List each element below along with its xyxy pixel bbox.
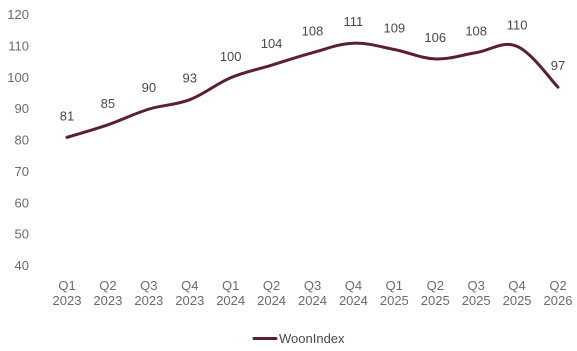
x-tick-label-quarter: Q2 <box>549 278 566 293</box>
data-label: 85 <box>101 96 115 111</box>
x-tick-label-quarter: Q2 <box>99 278 116 293</box>
x-tick-label-quarter: Q1 <box>58 278 75 293</box>
y-tick-label: 40 <box>15 258 29 273</box>
series-group <box>65 41 560 139</box>
data-label: 108 <box>302 24 324 39</box>
x-tick-label-year: 2025 <box>380 293 409 308</box>
x-tick-label-year: 2024 <box>216 293 245 308</box>
data-label: 110 <box>507 17 528 32</box>
x-tick-label-year: 2025 <box>503 293 532 308</box>
data-label: 104 <box>261 36 283 51</box>
x-tick-label-year: 2023 <box>175 293 204 308</box>
x-tick-label-quarter: Q1 <box>386 278 403 293</box>
y-tick-label: 110 <box>8 38 29 53</box>
data-label: 81 <box>60 108 74 123</box>
data-label: 109 <box>383 21 405 36</box>
x-tick-label-quarter: Q4 <box>181 278 198 293</box>
woonindex-line <box>65 41 560 139</box>
x-tick-label-year: 2023 <box>53 293 82 308</box>
x-axis: Q12023Q22023Q32023Q42023Q12024Q22024Q320… <box>53 278 573 308</box>
x-tick-label-year: 2025 <box>462 293 491 308</box>
x-tick-label-quarter: Q2 <box>427 278 444 293</box>
x-tick-label-year: 2024 <box>298 293 327 308</box>
x-tick-label-quarter: Q4 <box>508 278 525 293</box>
data-label: 100 <box>220 49 242 64</box>
x-tick-label-year: 2023 <box>134 293 163 308</box>
data-label: 90 <box>142 80 156 95</box>
data-label: 97 <box>551 58 565 73</box>
x-tick-label-quarter: Q3 <box>140 278 157 293</box>
legend-label: WoonIndex <box>279 331 345 346</box>
y-tick-label: 100 <box>7 70 29 85</box>
x-tick-label-quarter: Q2 <box>263 278 280 293</box>
y-tick-label: 50 <box>15 227 29 242</box>
data-labels: 81 85 90 93 100 104 108 111 109 106 108 110 97 <box>60 14 565 123</box>
data-label: 106 <box>424 30 446 45</box>
data-label: 108 <box>465 24 487 39</box>
legend: WoonIndex <box>252 331 345 346</box>
data-label: 111 <box>344 14 364 29</box>
y-tick-label: 120 <box>7 7 29 22</box>
data-label: 93 <box>183 71 197 86</box>
x-tick-label-quarter: Q4 <box>345 278 362 293</box>
y-tick-label: 90 <box>15 101 29 116</box>
x-tick-label-year: 2026 <box>544 293 573 308</box>
x-tick-label-year: 2024 <box>339 293 368 308</box>
y-tick-label: 80 <box>15 133 29 148</box>
x-tick-label-quarter: Q3 <box>304 278 321 293</box>
y-tick-label: 70 <box>15 164 29 179</box>
x-tick-label-quarter: Q1 <box>222 278 239 293</box>
x-tick-label-year: 2025 <box>421 293 450 308</box>
y-tick-label: 60 <box>15 195 29 210</box>
y-axis: 120 110 100 90 80 70 60 50 40 <box>7 7 29 273</box>
x-tick-label-year: 2024 <box>257 293 286 308</box>
x-tick-label-year: 2023 <box>93 293 122 308</box>
x-tick-label-quarter: Q3 <box>467 278 484 293</box>
